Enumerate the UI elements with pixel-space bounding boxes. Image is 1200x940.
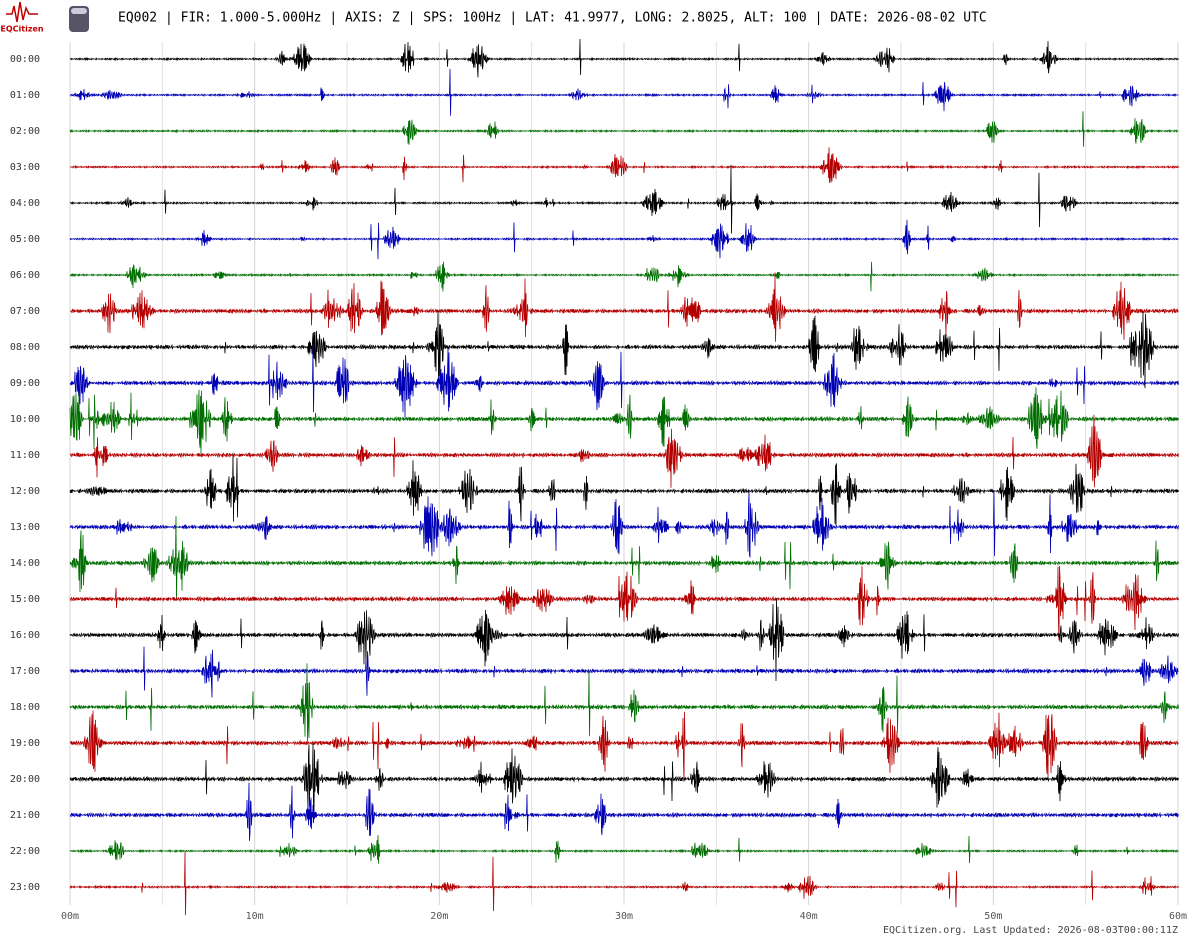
- trace: [69, 414, 1179, 488]
- trace: [69, 782, 1179, 841]
- row-label: 00:00: [10, 54, 40, 65]
- trace: [69, 646, 1179, 698]
- trace: [69, 111, 1179, 147]
- row-label: 13:00: [10, 522, 40, 533]
- trace: [69, 261, 1179, 292]
- trace: [69, 309, 1179, 389]
- row-label: 12:00: [10, 486, 40, 497]
- row-label: 05:00: [10, 234, 40, 245]
- trace: [69, 490, 1179, 559]
- row-label: 22:00: [10, 846, 40, 857]
- row-label: 18:00: [10, 702, 40, 713]
- x-tick-label: 20m: [430, 911, 448, 922]
- trace: [69, 38, 1179, 78]
- trace: [69, 219, 1179, 260]
- row-label: 07:00: [10, 306, 40, 317]
- row-label: 19:00: [10, 738, 40, 749]
- footer: EQCitizen.org. Last Updated: 2026-08-03T…: [883, 925, 1178, 936]
- row-label: 10:00: [10, 414, 40, 425]
- row-label: 09:00: [10, 378, 40, 389]
- trace: [69, 835, 1179, 864]
- x-tick-label: 40m: [800, 911, 818, 922]
- trace: [69, 565, 1179, 641]
- trace: [69, 663, 1179, 742]
- x-tick-label: 00m: [61, 911, 79, 922]
- row-label: 11:00: [10, 450, 40, 461]
- x-tick-label: 10m: [246, 911, 264, 922]
- header-title: EQ002 | FIR: 1.000-5.000Hz | AXIS: Z | S…: [118, 11, 987, 26]
- logo-wave: [6, 1, 38, 23]
- x-tick-label: 30m: [615, 911, 633, 922]
- row-label: 20:00: [10, 774, 40, 785]
- row-label: 17:00: [10, 666, 40, 677]
- row-label: 16:00: [10, 630, 40, 641]
- row-label: 04:00: [10, 198, 40, 209]
- row-label: 06:00: [10, 270, 40, 281]
- logo: EQCitizen: [0, 1, 89, 34]
- row-label: 14:00: [10, 558, 40, 569]
- row-label: 15:00: [10, 594, 40, 605]
- row-label: 03:00: [10, 162, 40, 173]
- trace: [69, 272, 1179, 342]
- row-label: 08:00: [10, 342, 40, 353]
- trace: [69, 710, 1179, 782]
- x-tick-label: 60m: [1169, 911, 1187, 922]
- trace: [69, 598, 1179, 682]
- row-label: 01:00: [10, 90, 40, 101]
- trace: [69, 516, 1179, 601]
- trace: [69, 743, 1179, 816]
- row-label: 23:00: [10, 882, 40, 893]
- trace: [69, 346, 1179, 418]
- row-label: 02:00: [10, 126, 40, 137]
- trace: [69, 68, 1179, 116]
- trace: [69, 147, 1179, 183]
- x-tick-label: 50m: [984, 911, 1002, 922]
- grid: [69, 42, 1179, 905]
- sensor-icon-top: [71, 8, 87, 14]
- row-label: 21:00: [10, 810, 40, 821]
- logo-text: EQCitizen: [0, 25, 44, 34]
- trace: [69, 164, 1179, 234]
- trace: [69, 387, 1179, 455]
- trace: [69, 851, 1179, 916]
